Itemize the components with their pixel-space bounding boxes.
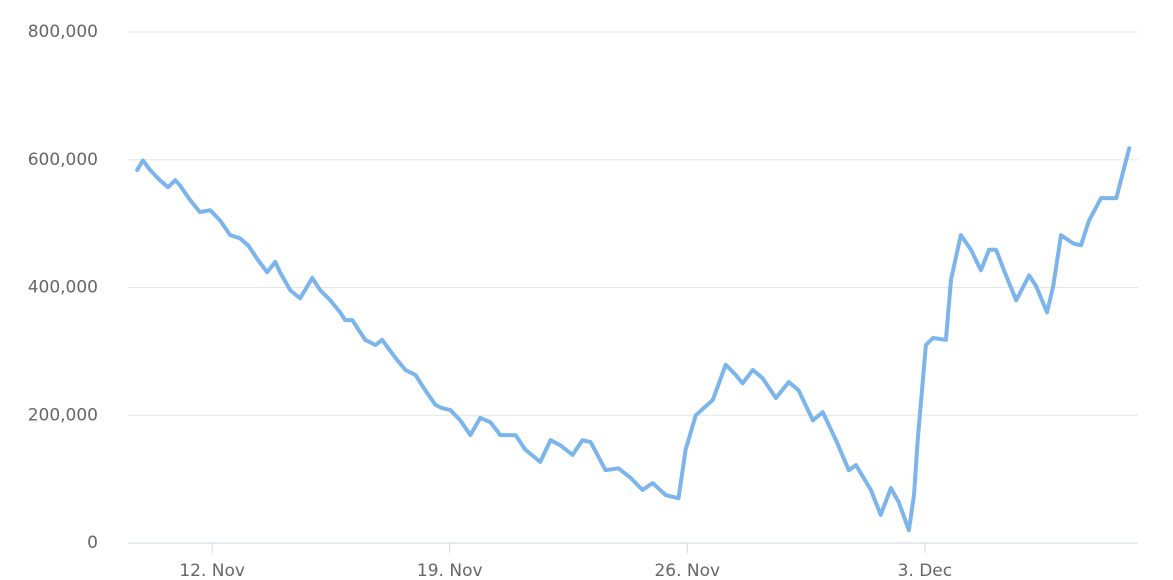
y-tick-label: 400,000 (28, 278, 98, 298)
y-tick-label: 800,000 (28, 22, 98, 42)
x-tick-label: 12. Nov (179, 561, 245, 580)
x-tick-label: 26. Nov (654, 561, 720, 580)
y-tick-label: 600,000 (28, 150, 98, 170)
x-tick-label: 3. Dec (898, 561, 953, 580)
x-tick-label: 19. Nov (417, 561, 483, 580)
y-tick-label: 200,000 (28, 405, 98, 425)
data-line (135, 146, 1132, 533)
y-tick-label: 0 (87, 533, 98, 553)
